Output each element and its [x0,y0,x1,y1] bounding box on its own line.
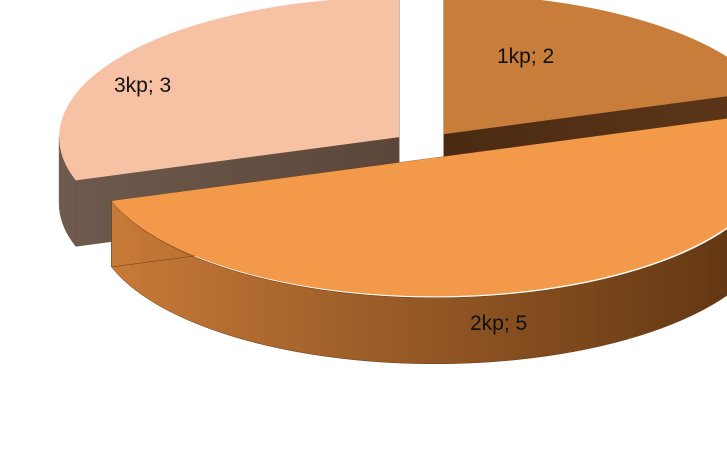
pie-slice-3kp-top [59,0,400,181]
pie-slice-2kp [111,118,727,365]
data-label-1kp: 1kp; 2 [497,45,554,68]
pie-slice-1kp-top [443,0,727,135]
pie-slice-2kp-top [111,118,727,297]
data-label-2kp: 2kp; 5 [470,312,527,335]
data-label-3kp: 3kp; 3 [114,74,171,97]
